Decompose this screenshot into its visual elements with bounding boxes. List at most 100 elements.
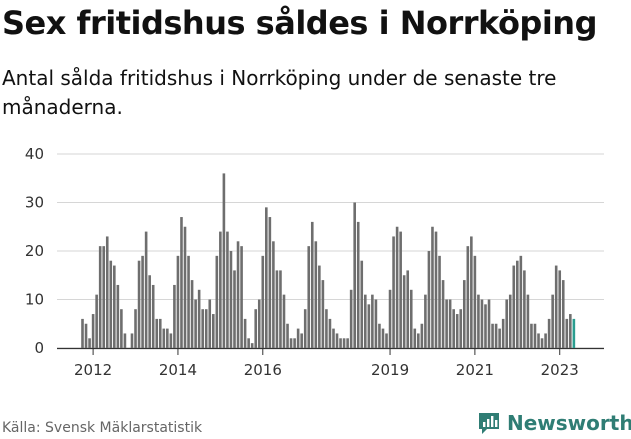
bar [427,251,431,348]
bar [204,309,208,348]
bar [349,289,353,348]
bar [339,338,342,348]
bar [533,323,537,348]
bar [406,270,410,348]
bar [494,323,498,348]
bar [95,294,98,348]
bar [169,333,173,348]
bar [459,309,463,348]
bar [371,294,374,348]
bar [466,246,470,348]
bar [569,314,572,348]
bar [530,323,533,348]
x-tick-label: 2014 [159,361,197,379]
bar [356,221,360,348]
chart-subtitle: Antal sålda fritidshus i Norrköping unde… [2,66,557,119]
bar [399,231,402,348]
chart-title: Sex fritidshus såldes i Norrköping [2,4,597,42]
bar [88,338,91,348]
x-tick-label: 2023 [541,361,579,379]
bar [250,343,254,348]
bar [332,328,335,348]
bar [222,173,226,348]
bar [537,333,540,348]
bar [212,314,215,348]
bar [508,294,512,348]
bar [392,236,395,348]
x-tick-label: 2016 [244,361,282,379]
bar [346,338,349,348]
bar [268,217,272,348]
bar [501,318,505,348]
bar [540,338,544,348]
bar [109,260,113,348]
bar [424,294,427,348]
bar [137,260,141,348]
bar [505,299,508,348]
bar [374,299,378,348]
bar [243,318,247,348]
bar [123,333,127,348]
bar [190,280,194,348]
bar [272,241,275,348]
bar [554,265,558,348]
bar [116,284,120,348]
source-note: Källa: Svensk Mäklarstatistik [2,420,203,436]
bar [342,338,346,348]
bar [516,260,519,348]
bar [289,338,293,348]
bar [226,231,229,348]
x-tick-label: 2019 [371,361,409,379]
bar [261,255,265,348]
bar [452,309,455,348]
bar [519,255,523,348]
bar-latest [572,318,576,348]
bar [353,202,356,348]
bar [321,280,325,348]
bar [166,328,169,348]
brand-logo[interactable]: Newsworthy [476,408,631,438]
y-axis-ticks: 0 10 20 30 40 [25,145,44,357]
bar [236,241,240,348]
bar [229,251,233,348]
bar [551,294,554,348]
bar [197,289,201,348]
bar [233,270,236,348]
bar [219,231,222,348]
latest-value-label: 6 [578,0,588,4]
bar [120,309,123,348]
bar [314,241,318,348]
bar [310,221,314,348]
bar [378,323,381,348]
bar [417,333,420,348]
bar [385,333,388,348]
bar [561,280,565,348]
bar [84,323,88,348]
bar [364,294,367,348]
bar [91,314,95,348]
bar [194,299,197,348]
bar [173,284,176,348]
bar [462,280,466,348]
bar [335,333,339,348]
y-tick-label: 40 [25,145,44,163]
newsworthy-icon [479,413,499,434]
bar [240,246,243,348]
bar [81,318,84,348]
bar [113,265,116,348]
bar [130,333,134,348]
bar [293,338,296,348]
bar [544,333,547,348]
bar [105,236,109,348]
bar [445,299,448,348]
bar [257,299,261,348]
bar [470,236,473,348]
y-tick-label: 10 [25,291,44,309]
bar [275,270,279,348]
x-tick-label: 2021 [456,361,494,379]
bar [215,255,219,348]
bar [247,338,250,348]
bar [279,270,282,348]
bar [307,246,311,348]
bar [420,323,424,348]
